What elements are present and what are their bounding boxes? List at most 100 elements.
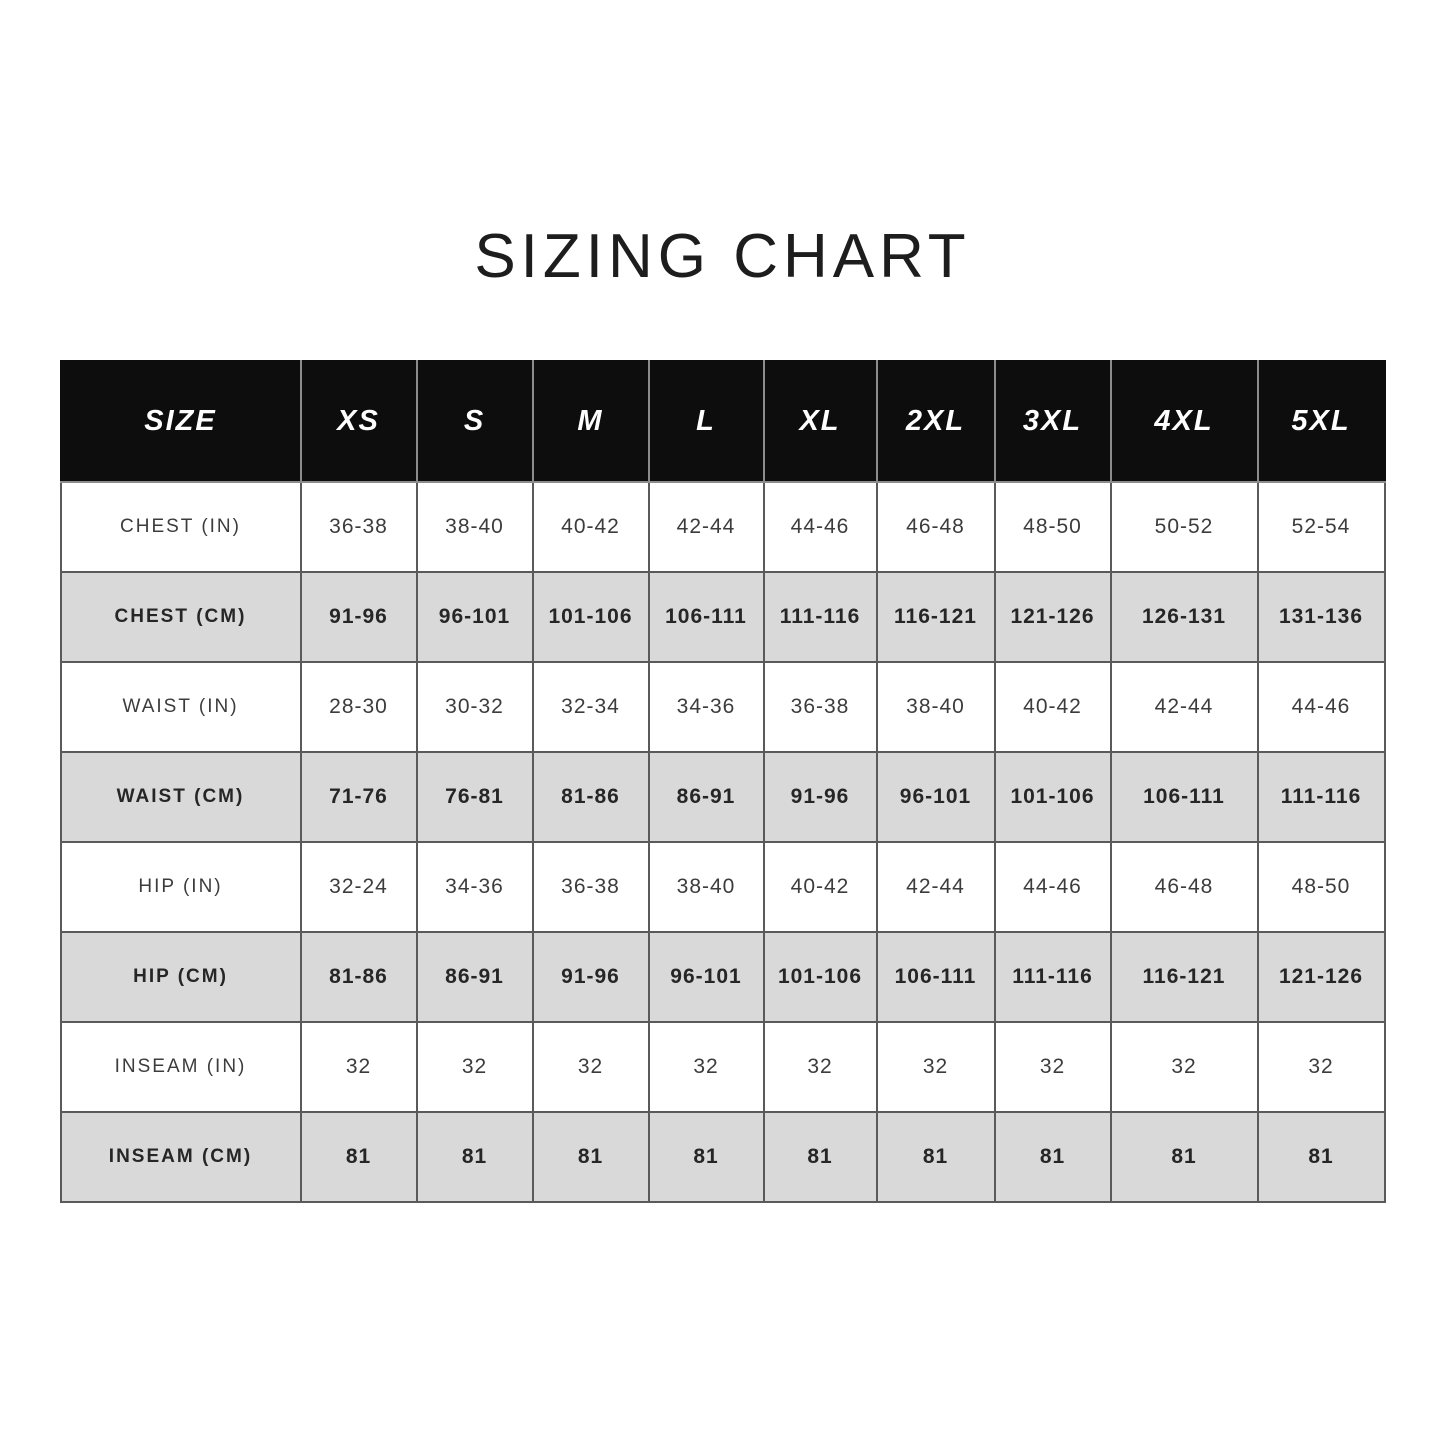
table-cell: 32 (415, 1021, 534, 1113)
table-cell: 81 (415, 1111, 534, 1203)
table-cell: 96-101 (647, 931, 765, 1023)
table-cell: 42-44 (1109, 661, 1259, 753)
table-cell: 81 (299, 1111, 418, 1203)
table-cell: 32-34 (531, 661, 650, 753)
table-cell: 81 (531, 1111, 650, 1203)
table-cell: 40-42 (531, 481, 650, 573)
table-cell: 111-116 (762, 571, 878, 663)
header-cell-size: SIZE (59, 360, 302, 483)
table-cell: 50-52 (1109, 481, 1259, 573)
table-cell: 96-101 (415, 571, 534, 663)
table-cell: 40-42 (762, 841, 878, 933)
table-cell: 81-86 (299, 931, 418, 1023)
header-cell-3xl: 3XL (993, 360, 1112, 483)
table-cell: 32-24 (299, 841, 418, 933)
table-cell: 81-86 (531, 751, 650, 843)
table-cell: 32 (531, 1021, 650, 1113)
row-label: CHEST (IN) (59, 481, 302, 573)
table-cell: 111-116 (1256, 751, 1386, 843)
table-cell: 34-36 (647, 661, 765, 753)
table-cell: 71-76 (299, 751, 418, 843)
table-cell: 36-38 (299, 481, 418, 573)
table-cell: 81 (762, 1111, 878, 1203)
table-cell: 38-40 (875, 661, 996, 753)
table-cell: 32 (875, 1021, 996, 1113)
table-cell: 44-46 (762, 481, 878, 573)
table-cell: 48-50 (993, 481, 1112, 573)
table-cell: 106-111 (647, 571, 765, 663)
table-cell: 44-46 (993, 841, 1112, 933)
header-cell-5xl: 5XL (1256, 360, 1386, 483)
table-cell: 32 (762, 1021, 878, 1113)
row-label: INSEAM (CM) (59, 1111, 302, 1203)
table-cell: 32 (647, 1021, 765, 1113)
table-cell: 28-30 (299, 661, 418, 753)
table-cell: 38-40 (415, 481, 534, 573)
header-cell-xl: XL (762, 360, 878, 483)
table-cell: 32 (993, 1021, 1112, 1113)
table-cell: 116-121 (1109, 931, 1259, 1023)
table-cell: 86-91 (647, 751, 765, 843)
table-cell: 32 (1109, 1021, 1259, 1113)
table-cell: 46-48 (1109, 841, 1259, 933)
row-label: WAIST (IN) (59, 661, 302, 753)
table-cell: 106-111 (1109, 751, 1259, 843)
table-cell: 44-46 (1256, 661, 1386, 753)
table-cell: 76-81 (415, 751, 534, 843)
table-cell: 81 (1256, 1111, 1386, 1203)
table-cell: 81 (647, 1111, 765, 1203)
table-cell: 81 (1109, 1111, 1259, 1203)
table-cell: 32 (1256, 1021, 1386, 1113)
table-cell: 131-136 (1256, 571, 1386, 663)
table-cell: 48-50 (1256, 841, 1386, 933)
table-cell: 91-96 (531, 931, 650, 1023)
table-row: CHEST (CM) 91-96 96-101 101-106 106-111 111-1… (59, 571, 1386, 663)
table-row: WAIST (IN) 28-30 30-32 32-34 34-36 36-38 38-40… (59, 661, 1386, 753)
header-cell-xs: XS (299, 360, 418, 483)
table-row: HIP (CM) 81-86 86-91 91-96 96-101 101-106 106-… (59, 931, 1386, 1023)
table-cell: 38-40 (647, 841, 765, 933)
table-cell: 42-44 (647, 481, 765, 573)
table-header: SIZE XS S M L XL 2XL 3XL 4XL 5XL (59, 360, 1386, 483)
header-cell-s: S (415, 360, 534, 483)
table-body: CHEST (IN) 36-38 38-40 40-42 42-44 44-46 46-48… (59, 481, 1386, 1203)
table-cell: 36-38 (762, 661, 878, 753)
table-cell: 81 (875, 1111, 996, 1203)
row-label: INSEAM (IN) (59, 1021, 302, 1113)
table-cell: 121-126 (993, 571, 1112, 663)
table-cell: 40-42 (993, 661, 1112, 753)
table-row: CHEST (IN) 36-38 38-40 40-42 42-44 44-46 46-48… (59, 481, 1386, 573)
sizing-chart-table: SIZE XS S M L XL 2XL 3XL 4XL 5XL CHEST (IN) 36-38 3… (59, 360, 1386, 1203)
header-cell-l: L (647, 360, 765, 483)
table-cell: 96-101 (875, 751, 996, 843)
row-label: HIP (CM) (59, 931, 302, 1023)
table-cell: 30-32 (415, 661, 534, 753)
header-cell-2xl: 2XL (875, 360, 996, 483)
table-cell: 101-106 (531, 571, 650, 663)
table-row: INSEAM (CM) 81 81 81 81 81 81 81 81 81 (59, 1111, 1386, 1203)
table-cell: 86-91 (415, 931, 534, 1023)
table-cell: 111-116 (993, 931, 1112, 1023)
table-cell: 101-106 (762, 931, 878, 1023)
table-row: WAIST (CM) 71-76 76-81 81-86 86-91 91-96 96-10… (59, 751, 1386, 843)
table-cell: 106-111 (875, 931, 996, 1023)
row-label: HIP (IN) (59, 841, 302, 933)
table-row: HIP (IN) 32-24 34-36 36-38 38-40 40-42 42-44 44… (59, 841, 1386, 933)
table-cell: 46-48 (875, 481, 996, 573)
table-cell: 101-106 (993, 751, 1112, 843)
table-cell: 52-54 (1256, 481, 1386, 573)
table-header-row: SIZE XS S M L XL 2XL 3XL 4XL 5XL (59, 360, 1386, 483)
table-cell: 126-131 (1109, 571, 1259, 663)
table-cell: 36-38 (531, 841, 650, 933)
row-label: CHEST (CM) (59, 571, 302, 663)
table-row: INSEAM (IN) 32 32 32 32 32 32 32 32 32 (59, 1021, 1386, 1113)
table-cell: 34-36 (415, 841, 534, 933)
table-cell: 116-121 (875, 571, 996, 663)
table-cell: 91-96 (299, 571, 418, 663)
table-cell: 42-44 (875, 841, 996, 933)
header-cell-4xl: 4XL (1109, 360, 1259, 483)
row-label: WAIST (CM) (59, 751, 302, 843)
page-title: SIZING CHART (474, 222, 971, 291)
table-cell: 81 (993, 1111, 1112, 1203)
